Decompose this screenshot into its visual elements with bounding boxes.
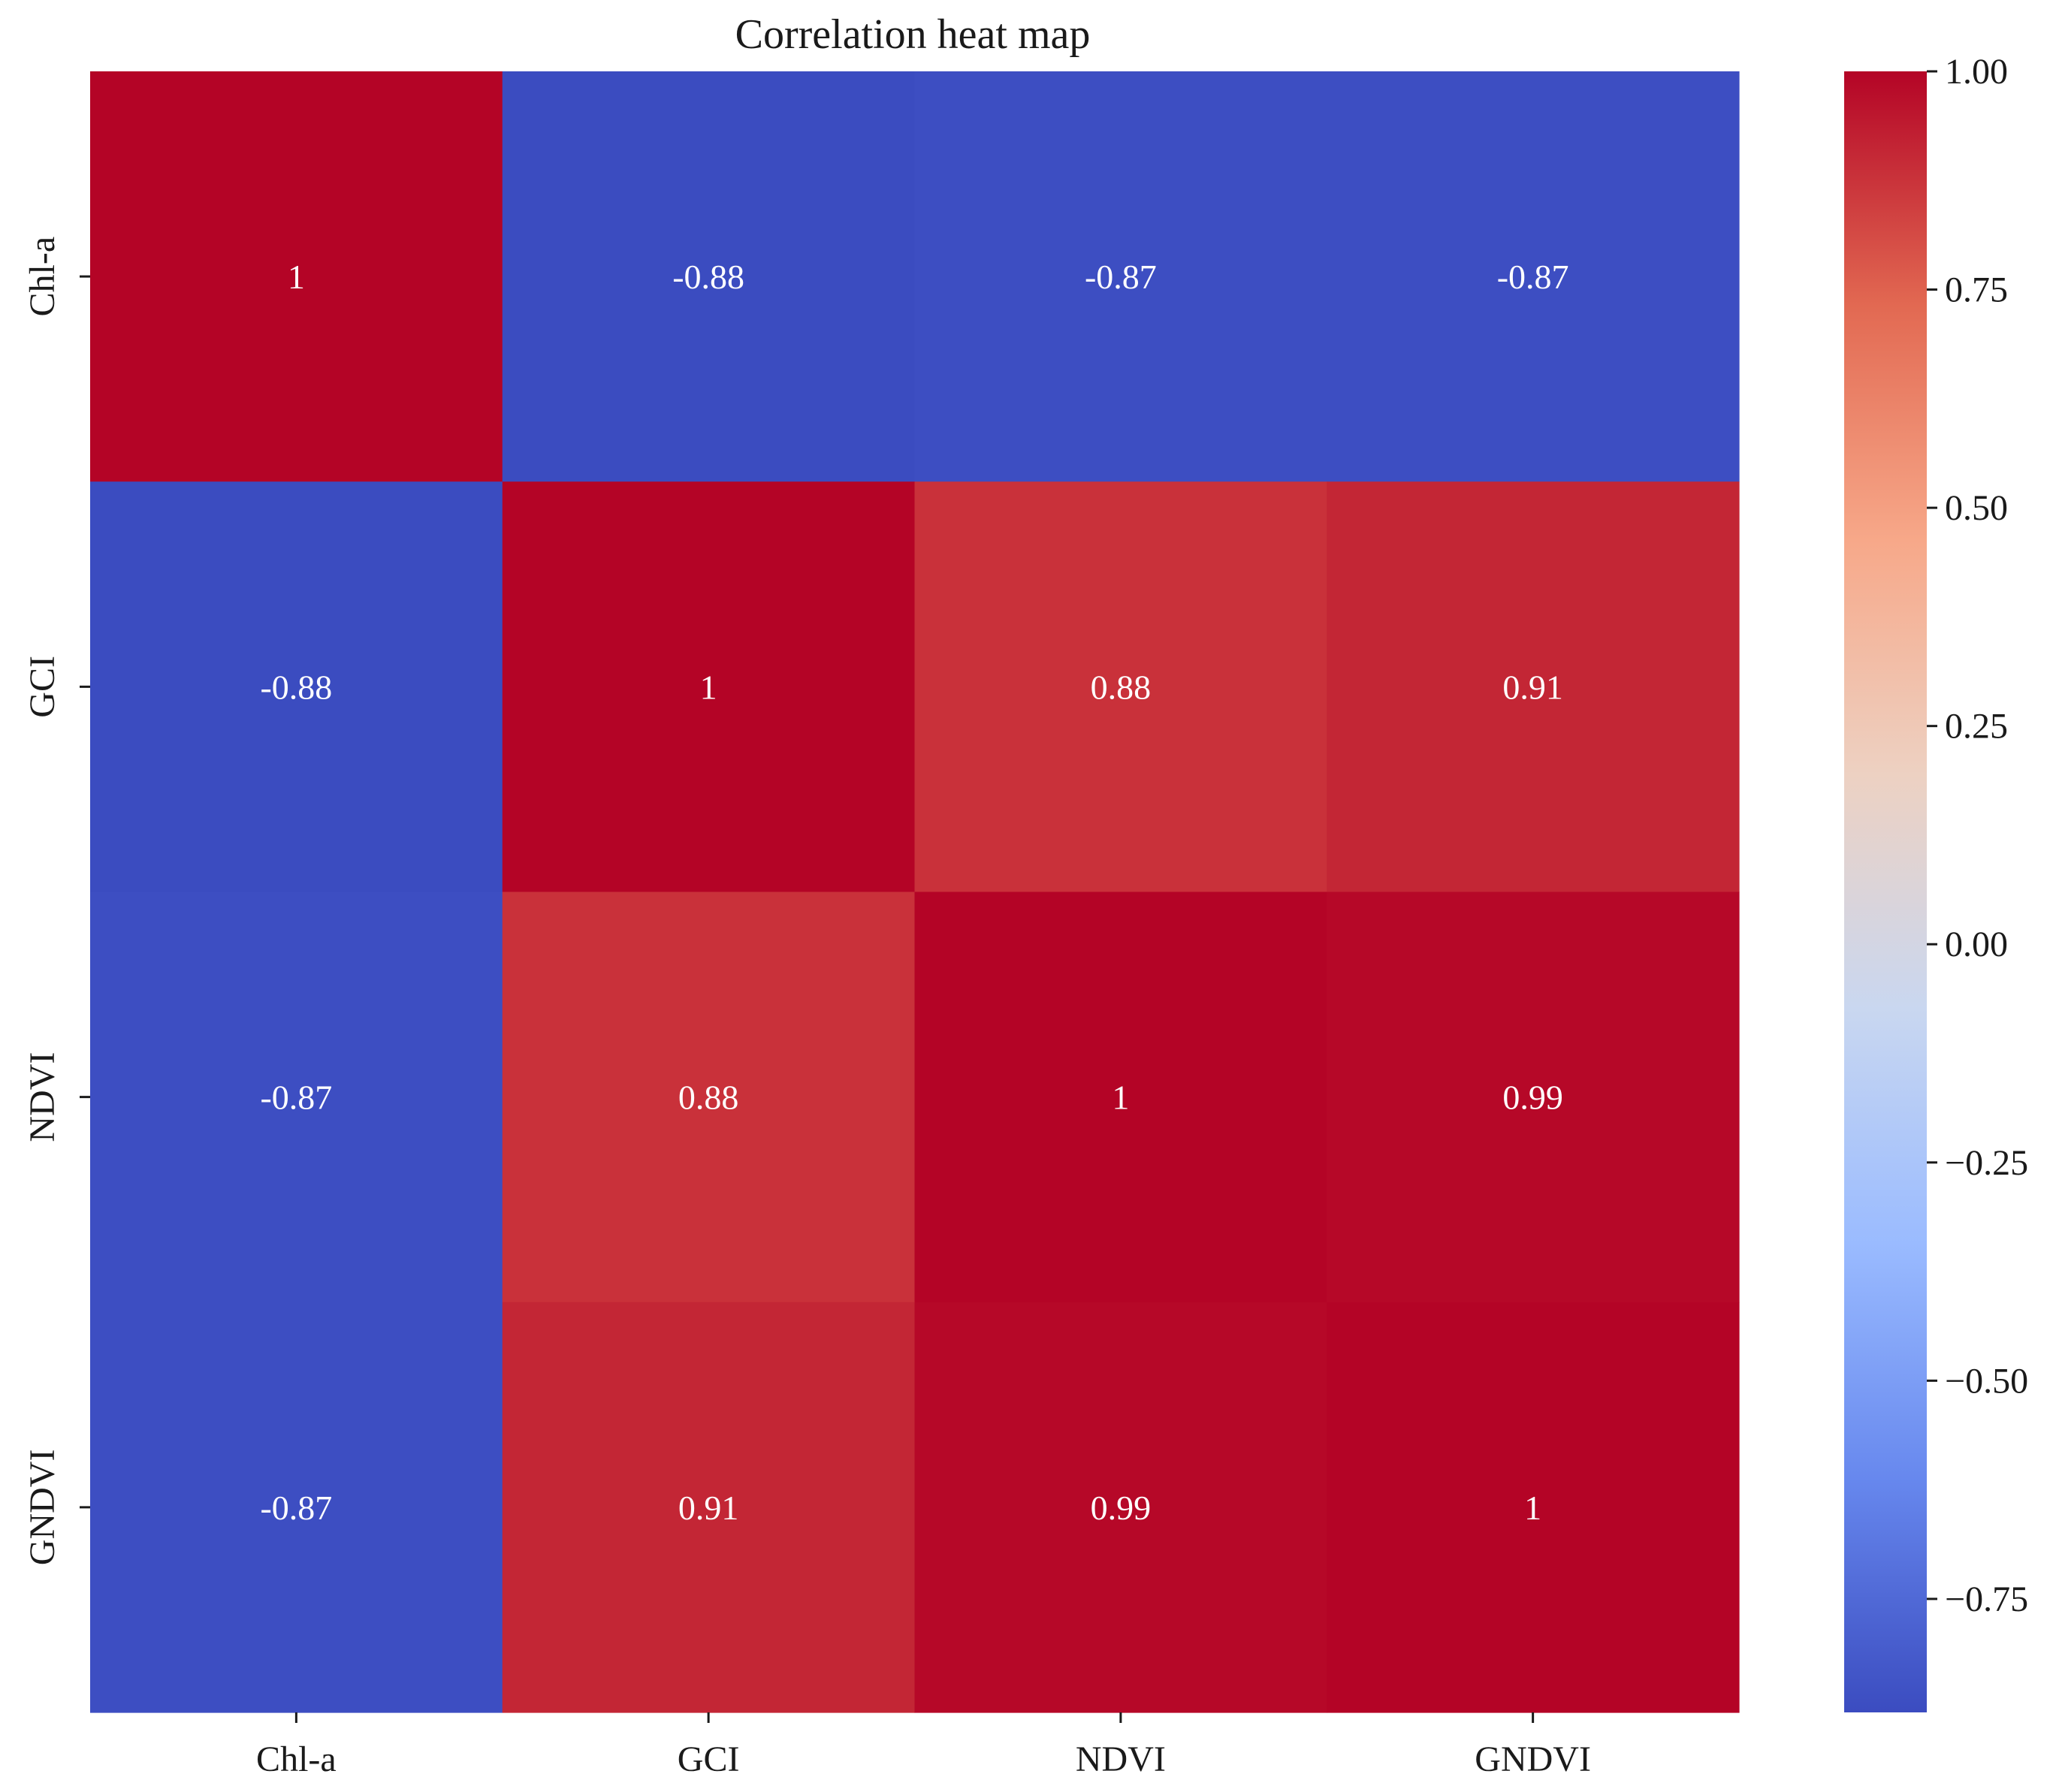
heatmap-cell-gndvi-ndvi bbox=[914, 1302, 1327, 1713]
heatmap-cell-gndvi-gci bbox=[502, 1302, 916, 1713]
heatmap-cell-gci-ndvi bbox=[914, 481, 1327, 893]
heatmap-cell-chl-a-gndvi bbox=[1327, 71, 1740, 482]
y-axis-ticks: Chl-a GCI NDVI GNDVI bbox=[23, 237, 90, 1565]
cell-value-label: 1 bbox=[1112, 1079, 1129, 1117]
colorbar-tick-label: −0.50 bbox=[1945, 1361, 2028, 1401]
heatmap-cell-gci-chl-a bbox=[90, 481, 503, 893]
colorbar-gradient bbox=[1844, 71, 1927, 1712]
cell-value-label: -0.88 bbox=[672, 258, 744, 296]
heatmap-cell-gci-gci bbox=[502, 481, 916, 893]
x-tick-label-gci: GCI bbox=[678, 1739, 740, 1779]
y-tick-label-chl-a: Chl-a bbox=[23, 237, 62, 317]
colorbar-tick-label: −0.25 bbox=[1945, 1143, 2028, 1183]
heatmap-cell-chl-a-gci bbox=[502, 71, 916, 482]
cell-value-label: 1 bbox=[288, 258, 305, 296]
colorbar-tick-label: 0.25 bbox=[1945, 707, 2008, 747]
colorbar: 1.00 0.75 0.50 0.25 0.00 −0.25 −0.50 −0.75 bbox=[1844, 52, 2028, 1712]
cell-value-label: -0.87 bbox=[260, 1079, 332, 1117]
cell-value-label: -0.87 bbox=[1497, 258, 1569, 296]
heatmap-cell-gndvi-chl-a bbox=[90, 1302, 503, 1713]
y-tick-label-gci: GCI bbox=[23, 656, 62, 718]
cell-value-label: 0.99 bbox=[1091, 1489, 1152, 1527]
y-tick-label-ndvi: NDVI bbox=[23, 1052, 62, 1142]
heatmap-cell-gci-gndvi bbox=[1327, 481, 1740, 893]
cell-value-label: 0.88 bbox=[1091, 668, 1152, 706]
heatmap-cell-ndvi-gndvi bbox=[1327, 891, 1740, 1303]
cell-value-label: 0.91 bbox=[678, 1489, 739, 1527]
x-tick-label-gndvi: GNDVI bbox=[1475, 1739, 1591, 1779]
heatmap-cell-ndvi-ndvi bbox=[914, 891, 1327, 1303]
heatmap-cell-chl-a-ndvi bbox=[914, 71, 1327, 482]
colorbar-tick-label: 0.50 bbox=[1945, 488, 2008, 528]
heatmap-cell-ndvi-chl-a bbox=[90, 891, 503, 1303]
cell-value-label: 1 bbox=[1524, 1489, 1541, 1527]
colorbar-tick-label: −0.75 bbox=[1945, 1579, 2028, 1619]
cell-value-label: 0.88 bbox=[678, 1079, 739, 1117]
colorbar-tick-label: 0.75 bbox=[1945, 270, 2008, 310]
x-tick-label-ndvi: NDVI bbox=[1076, 1739, 1166, 1779]
cell-value-label: 0.91 bbox=[1502, 668, 1563, 706]
colorbar-tick-label: 1.00 bbox=[1945, 52, 2008, 92]
x-tick-label-chl-a: Chl-a bbox=[256, 1739, 337, 1779]
cell-value-label: -0.87 bbox=[1085, 258, 1157, 296]
heatmap-cells: 1 -0.88 -0.87 -0.87 -0.88 1 0.88 0.91 -0.87 0.88 1… bbox=[90, 71, 1740, 1713]
cell-value-label: -0.87 bbox=[260, 1489, 332, 1527]
heatmap-cell-gndvi-gndvi bbox=[1327, 1302, 1740, 1713]
chart-title: Correlation heat map bbox=[735, 11, 1091, 58]
heatmap-cell-ndvi-gci bbox=[502, 891, 916, 1303]
heatmap-cell-chl-a-chl-a bbox=[90, 71, 503, 482]
x-axis-ticks: Chl-a GCI NDVI GNDVI bbox=[256, 1712, 1591, 1779]
cell-value-label: 1 bbox=[700, 668, 717, 706]
cell-value-label: 0.99 bbox=[1502, 1079, 1563, 1117]
y-tick-label-gndvi: GNDVI bbox=[23, 1450, 62, 1566]
colorbar-tick-label: 0.00 bbox=[1945, 925, 2008, 964]
cell-value-label: -0.88 bbox=[260, 668, 332, 706]
